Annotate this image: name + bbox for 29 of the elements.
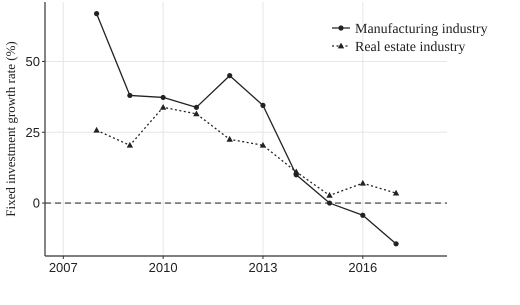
point (160, 104, 166, 110)
point (227, 73, 232, 78)
point (393, 241, 399, 246)
y-tick-label: 0 (32, 196, 40, 211)
point (392, 190, 400, 196)
point (360, 212, 366, 218)
point (326, 200, 332, 206)
point (326, 192, 333, 198)
y-tick-label: 25 (26, 124, 40, 140)
x-tick-label: 2007 (48, 260, 78, 275)
point (293, 168, 300, 174)
y-tick-label: 50 (26, 54, 40, 69)
point (94, 11, 100, 16)
legend-label: Real estate industry (355, 40, 466, 55)
y-axis-title: Fixed investment growth rate (%) (3, 41, 18, 217)
legend-label: Manufacturing industry (355, 22, 488, 37)
point (160, 94, 166, 100)
point (226, 136, 233, 142)
x-tick-label: 2013 (248, 260, 278, 275)
point (360, 180, 366, 186)
point (194, 104, 200, 110)
point (127, 92, 132, 98)
point (193, 110, 200, 116)
point (93, 126, 100, 133)
point (260, 102, 266, 108)
point (126, 142, 134, 148)
x-tick-label: 2016 (348, 260, 378, 275)
point (260, 142, 266, 148)
x-tick-label: 2010 (148, 260, 178, 275)
